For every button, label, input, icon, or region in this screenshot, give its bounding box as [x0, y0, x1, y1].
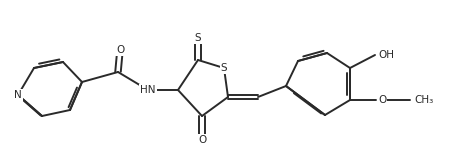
Text: HN: HN [140, 85, 156, 95]
Text: OH: OH [378, 50, 394, 60]
Text: S: S [221, 63, 227, 73]
Text: S: S [195, 33, 201, 43]
Text: CH₃: CH₃ [414, 95, 433, 105]
Text: N: N [14, 90, 22, 100]
Text: O: O [116, 45, 124, 55]
Text: O: O [378, 95, 386, 105]
Text: O: O [198, 135, 206, 145]
